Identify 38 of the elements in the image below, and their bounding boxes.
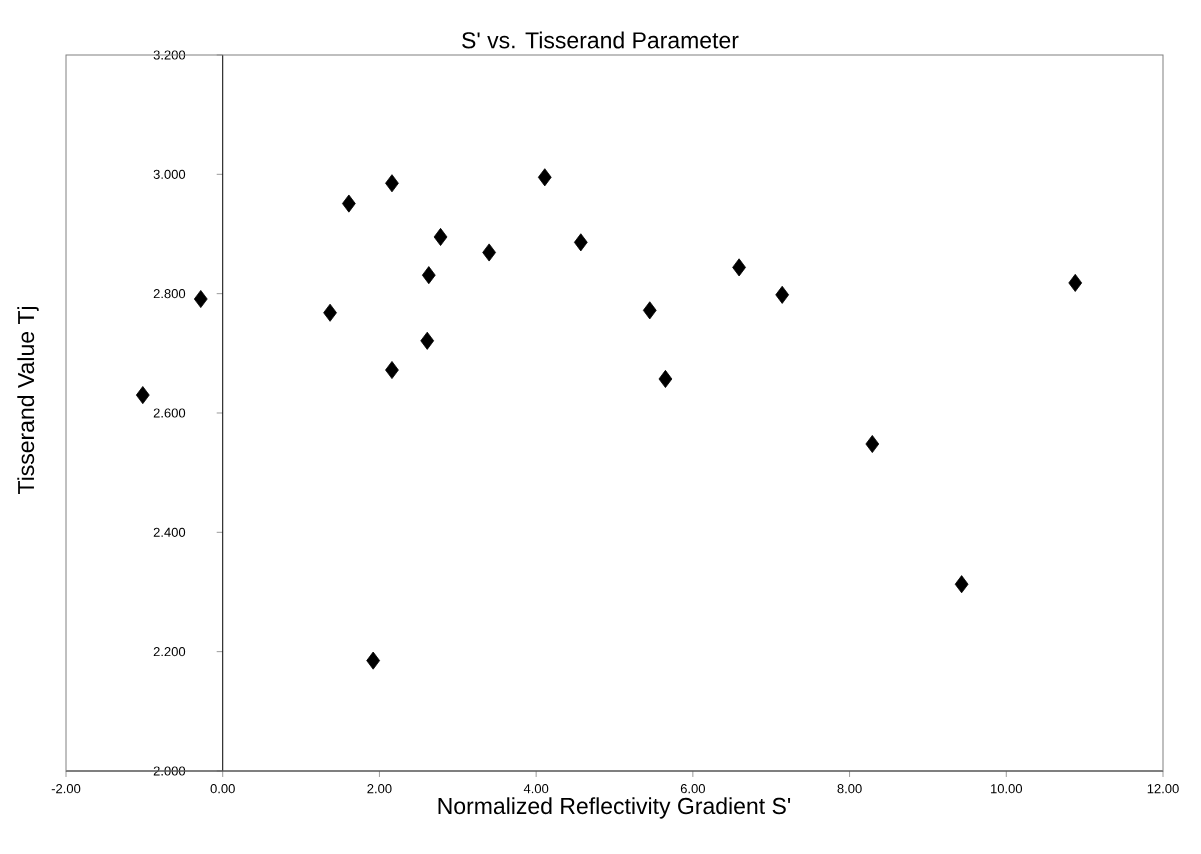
y-tick-label: 2.400 — [153, 527, 186, 537]
point — [642, 301, 657, 320]
point — [573, 233, 588, 252]
y-axis-title: Tisserand Value Tj — [17, 306, 39, 495]
y-tick-label: 3.200 — [153, 50, 186, 60]
point — [954, 575, 969, 594]
point — [865, 435, 880, 454]
point — [193, 290, 208, 309]
point — [385, 174, 399, 193]
x-axis-title: Normalized Reflectivity Gradient S' — [438, 797, 791, 819]
x-tick-label: 2.00 — [367, 784, 392, 794]
x-tick-label: 8.00 — [837, 784, 862, 794]
y-tick-label: 2.800 — [153, 289, 186, 299]
point — [323, 303, 337, 322]
x-tick-label: 6.00 — [680, 784, 705, 794]
x-tick-label: 0.00 — [210, 784, 235, 794]
point — [366, 651, 381, 670]
point — [385, 361, 399, 380]
point — [482, 243, 496, 262]
y-tick-label: 3.000 — [153, 169, 186, 179]
point — [732, 258, 746, 277]
point — [433, 227, 448, 246]
point — [135, 386, 150, 405]
x-tick-label: -2.00 — [51, 784, 81, 794]
y-tick-label: 2.600 — [153, 408, 186, 418]
y-tick-label: 2.200 — [153, 647, 186, 657]
x-tick-label: 10.00 — [991, 784, 1023, 794]
chart-title: S' vs. Tisserand Parameter — [462, 31, 739, 49]
point — [342, 194, 356, 213]
point — [421, 266, 436, 285]
x-tick-label: 4.00 — [523, 784, 549, 794]
point — [658, 369, 673, 388]
point — [1068, 273, 1083, 292]
point — [775, 285, 790, 304]
x-tick-label: 12.00 — [1147, 784, 1179, 794]
y-tick-label: 2.000 — [153, 766, 186, 776]
point — [537, 168, 552, 187]
point — [420, 331, 435, 350]
